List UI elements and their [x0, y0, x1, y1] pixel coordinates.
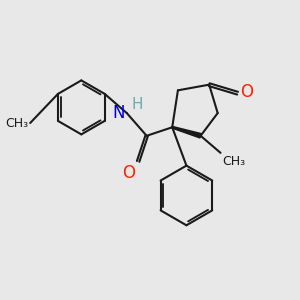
Text: N: N — [113, 104, 125, 122]
Text: CH₃: CH₃ — [5, 116, 28, 130]
Text: O: O — [240, 83, 253, 101]
Text: CH₃: CH₃ — [222, 155, 245, 168]
Text: H: H — [132, 97, 143, 112]
Polygon shape — [172, 127, 201, 138]
Text: O: O — [122, 164, 135, 181]
